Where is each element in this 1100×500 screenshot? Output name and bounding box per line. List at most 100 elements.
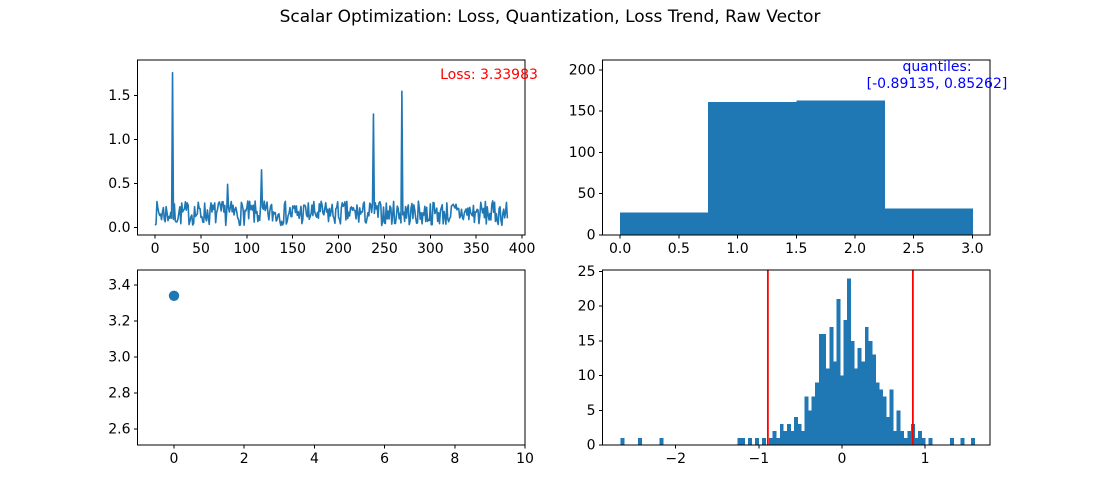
raw-vector-histogram-bar: [875, 382, 880, 445]
raw-vector-histogram-bar: [857, 347, 862, 445]
loss-trend-point: [168, 290, 180, 301]
x-tick-label: 400: [509, 241, 536, 257]
tick-labels: 0 2 4 6 8 10 2.6 2.8 3.0 3.2 3.4: [108, 277, 534, 467]
raw-vector-histogram-bar: [878, 389, 883, 445]
raw-vector-histogram-bar: [762, 438, 767, 445]
axes-frame: [137, 269, 526, 446]
x-tick-label: 1.5: [785, 241, 807, 257]
y-tick-label: 2.8: [108, 385, 130, 401]
raw-vector-histogram-bar: [776, 438, 781, 445]
y-tick-label: 20: [578, 299, 596, 315]
quantized-histogram-bar: [708, 102, 797, 235]
y-tick-label: 15: [578, 333, 596, 349]
raw-vector-histogram-bar: [843, 320, 848, 445]
raw-vector-histogram-bar: [896, 410, 901, 445]
tick-labels: 0 50 100 150 200 250 300 350 400 0.0 0.5 1.0 1.5: [108, 88, 535, 257]
raw-vector-histogram-bar: [893, 431, 898, 445]
raw-vector-histogram-bar: [921, 438, 926, 445]
raw-vector-histogram-bar: [889, 389, 894, 445]
axes-frame: [602, 269, 991, 446]
raw-vector-histogram-bar: [864, 326, 869, 445]
quantized-histogram-bar: [884, 208, 973, 235]
raw-vector-histogram-bar: [850, 340, 855, 445]
y-tick-label: 50: [578, 186, 596, 202]
raw-vector-histogram-bar: [754, 438, 759, 445]
y-tick-label: 1.0: [108, 132, 130, 148]
x-tick-label: 6: [380, 451, 389, 467]
y-tick-label: 10: [578, 368, 596, 384]
raw-vector-histogram-bar: [779, 424, 784, 445]
quantized-histogram-bar: [796, 100, 885, 235]
raw-vector-histogram-bar: [960, 438, 965, 445]
raw-vector-histogram-bar: [811, 396, 816, 445]
axes-frame: [137, 59, 526, 236]
raw-vector-histogram-bar: [797, 424, 802, 445]
subplot-loss-per-element: 0 50 100 150 200 250 300 350 400 0.0 0.5 1.0 1.5: [108, 59, 535, 257]
raw-vector-histogram-bar: [829, 326, 834, 445]
x-tick-label: 4: [310, 451, 319, 467]
y-tick-label: 5: [587, 403, 596, 419]
raw-vector-histogram-bar: [854, 368, 859, 445]
raw-vector-histogram-bar: [847, 278, 852, 445]
raw-vector-histogram-bar: [793, 417, 798, 445]
raw-vector-histogram-bar: [861, 361, 866, 445]
x-tick-label: 3.0: [961, 241, 983, 257]
y-tick-label: 3.0: [108, 349, 130, 365]
y-tick-label: 3.2: [108, 313, 130, 329]
y-tick-label: 3.4: [108, 277, 130, 293]
x-tick-label: 2.0: [844, 241, 866, 257]
x-tick-label: 350: [463, 241, 490, 257]
raw-vector-histogram-bar: [822, 333, 827, 445]
x-tick-label: 300: [417, 241, 444, 257]
raw-vector-histogram-bar: [917, 431, 922, 445]
raw-vector-histogram-bar: [900, 431, 905, 445]
raw-vector-histogram-bar: [886, 417, 890, 445]
quantiles-values-line: [-0.89135, 0.85262]: [866, 76, 1008, 92]
raw-vector-histogram-bar: [659, 438, 664, 445]
x-tick-label: 2: [240, 451, 249, 467]
raw-vector-histogram-bar: [832, 361, 837, 445]
raw-vector-histogram-bar: [740, 438, 745, 445]
raw-vector-histogram-bar: [769, 438, 774, 445]
raw-vector-histogram-bar: [868, 340, 873, 445]
quantized-histogram-bar: [620, 212, 709, 235]
x-tick-label: −1: [749, 451, 770, 467]
raw-vector-histogram-bar: [914, 438, 919, 445]
x-tick-label: 50: [192, 241, 210, 257]
raw-vector-histogram-bar: [949, 438, 954, 445]
x-tick-label: 0: [151, 241, 160, 257]
x-tick-label: 1: [921, 451, 930, 467]
y-tick-label: 0: [587, 438, 596, 454]
y-tick-label: 100: [569, 145, 596, 161]
loss-line-series: [154, 71, 509, 227]
x-tick-label: 0: [170, 451, 179, 467]
raw-vector-histogram-bar: [804, 396, 809, 445]
figure-title: Scalar Optimization: Loss, Quantization,…: [279, 7, 821, 27]
quantiles-annotation: quantiles: [-0.89135, 0.85262]: [867, 59, 1008, 93]
raw-vector-histogram-bar: [790, 431, 795, 445]
x-tick-label: 150: [279, 241, 306, 257]
raw-vector-histogram-bar: [801, 431, 805, 445]
raw-vector-histogram-bar: [971, 438, 976, 445]
loss-annotation: Loss: 3.33983: [440, 67, 538, 83]
y-tick-label: 0.0: [108, 220, 130, 236]
x-tick-label: 1.0: [726, 241, 748, 257]
tick-labels: 0.0 0.5 1.0 1.5 2.0 2.5 3.0 0 50 100 150 200: [569, 62, 984, 257]
raw-vector-histogram-bar: [783, 431, 788, 445]
subplot-loss-trend: 0 2 4 6 8 10 2.6 2.8 3.0 3.2 3.4: [108, 269, 534, 467]
quantiles-label-line: quantiles:: [902, 59, 972, 75]
raw-vector-histogram-bar: [907, 431, 912, 445]
raw-vector-histogram-bar: [620, 438, 625, 445]
raw-vector-histogram-bar: [818, 333, 823, 445]
y-tick-label: 1.5: [108, 88, 130, 104]
x-tick-label: 10: [516, 451, 534, 467]
raw-vector-histogram-bar: [903, 438, 908, 445]
x-tick-label: −2: [665, 451, 686, 467]
x-tick-label: 200: [325, 241, 352, 257]
x-tick-label: 250: [371, 241, 398, 257]
x-tick-label: 8: [450, 451, 459, 467]
x-tick-label: 2.5: [903, 241, 925, 257]
